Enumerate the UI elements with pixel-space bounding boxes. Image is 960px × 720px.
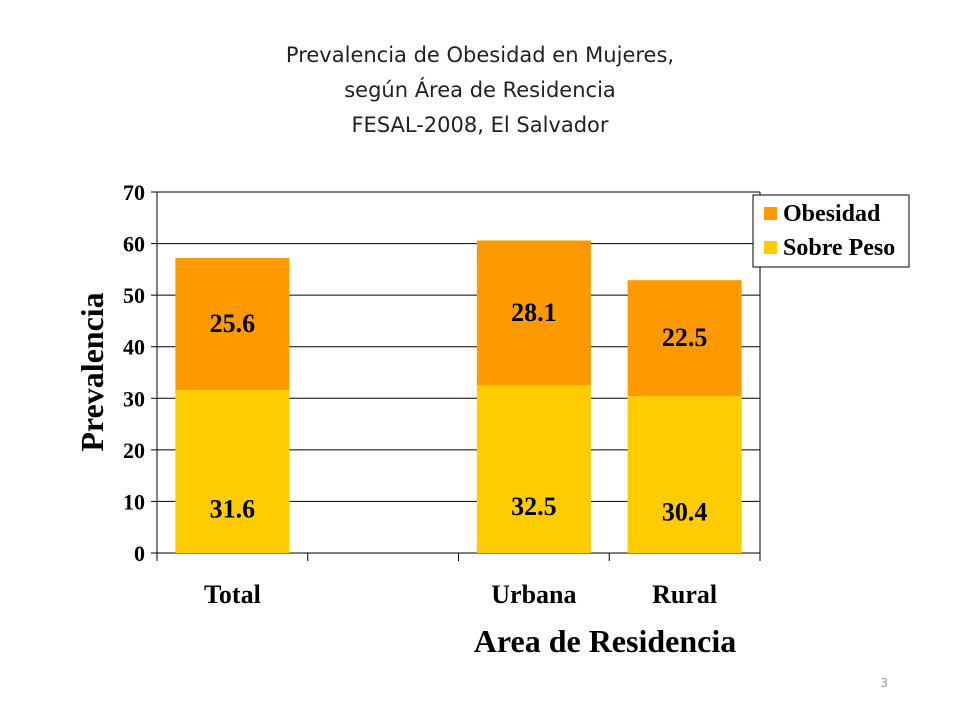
title-line-1: Prevalencia de Obesidad en Mujeres, (285, 43, 675, 67)
x-axis-title: Area de Residencia (474, 623, 736, 659)
title-line-2: según Área de Residencia (344, 78, 616, 102)
bar-sobre-peso (476, 385, 591, 553)
data-label: 30.4 (662, 498, 708, 527)
data-label: 22.5 (662, 323, 708, 352)
bar-sobre-peso (175, 390, 290, 553)
legend-box (752, 194, 910, 268)
y-tick-label: 0 (134, 541, 145, 566)
legend-swatch (764, 241, 777, 254)
legend-label: Obesidad (783, 201, 881, 227)
title-line-3: FESAL-2008, El Salvador (351, 113, 609, 137)
y-tick-label: 10 (123, 489, 145, 514)
data-label: 28.1 (511, 298, 557, 327)
y-tick-label: 70 (123, 180, 145, 205)
y-tick-label: 50 (123, 283, 145, 308)
data-label: 32.5 (511, 492, 557, 521)
y-tick-label: 60 (123, 232, 145, 257)
x-tick-label: Rural (652, 580, 717, 609)
slide-title: Prevalencia de Obesidad en Mujeres, segú… (0, 38, 960, 143)
bar-obesidad (476, 240, 591, 386)
y-axis-title: Prevalencia (74, 292, 110, 451)
x-tick-label: Urbana (491, 580, 576, 609)
y-tick-label: 40 (123, 335, 145, 360)
y-tick-label: 20 (123, 438, 145, 463)
x-tick-label: Total (204, 580, 261, 609)
legend-label: Sobre Peso (783, 235, 895, 261)
bar-obesidad (175, 258, 290, 391)
page-number: 3 (880, 676, 888, 690)
legend-swatch (764, 207, 777, 220)
bar-sobre-peso (627, 396, 742, 553)
y-tick-label: 30 (123, 386, 145, 411)
data-label: 25.6 (210, 309, 256, 338)
bar-obesidad (627, 280, 742, 397)
data-label: 31.6 (210, 495, 256, 524)
